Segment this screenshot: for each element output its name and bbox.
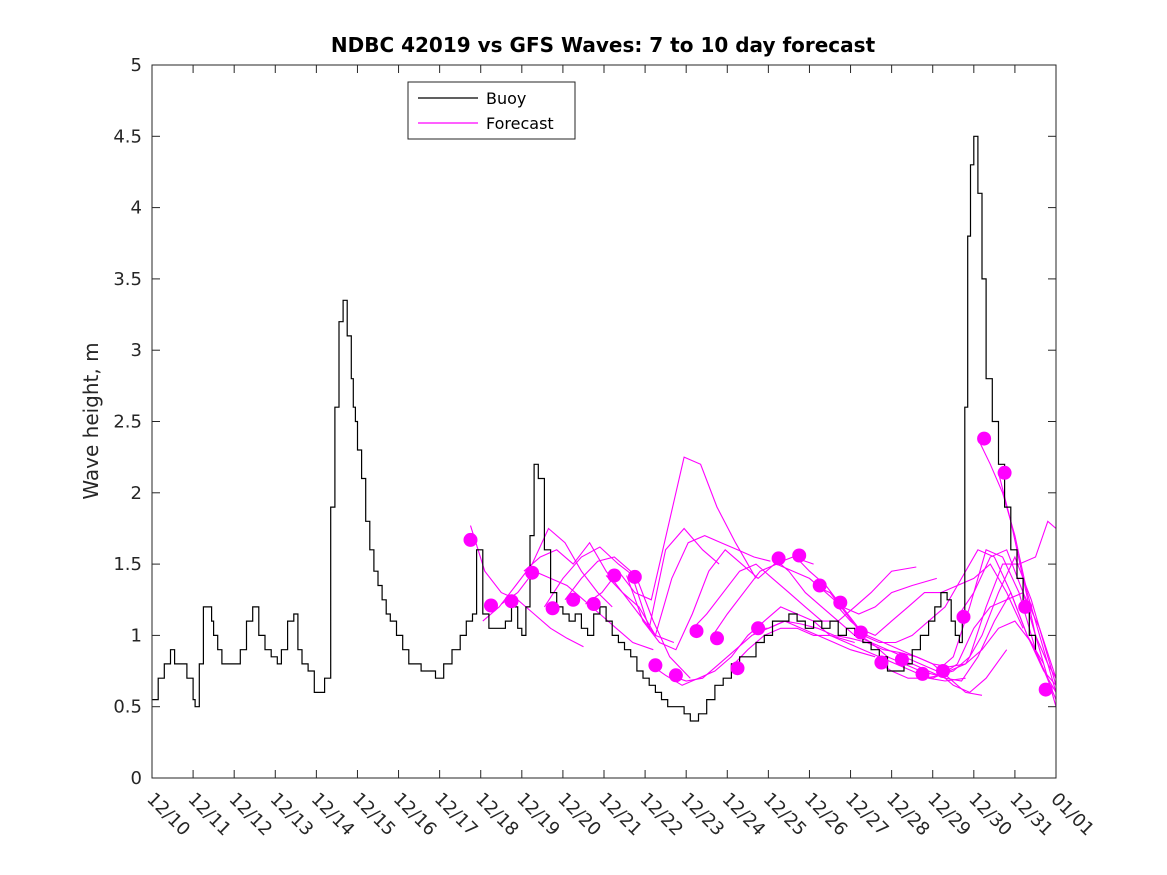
y-axis-label: Wave height, m: [79, 342, 103, 499]
forecast-marker-22: [894, 652, 909, 667]
y-tick-label: 1: [131, 625, 142, 646]
y-tick-label: 1.5: [113, 554, 142, 575]
forecast-marker-10: [648, 658, 663, 673]
forecast-marker-18: [812, 578, 827, 593]
forecast-marker-25: [956, 609, 971, 624]
legend-forecast-label: Forecast: [486, 114, 554, 133]
forecast-line-25: [956, 549, 1057, 707]
forecast-line-26: [977, 438, 1057, 693]
forecast-marker-19: [833, 595, 848, 610]
forecast-marker-7: [586, 597, 601, 611]
y-tick-label: 5: [131, 55, 142, 76]
legend: Buoy Forecast: [407, 81, 576, 140]
forecast-marker-20: [853, 625, 868, 640]
forecast-marker-4: [525, 565, 540, 580]
forecast-marker-14: [730, 661, 745, 676]
forecast-marker-28: [1018, 599, 1033, 614]
buoy-series-line: [152, 135, 1037, 722]
forecast-marker-17: [792, 548, 807, 563]
forecast-line-24: [936, 549, 1057, 700]
forecast-line-6: [564, 527, 720, 631]
legend-buoy-label: Buoy: [486, 89, 526, 108]
chart-title: NDBC 42019 vs GFS Waves: 7 to 10 day for…: [331, 33, 876, 57]
forecast-marker-27: [997, 465, 1012, 480]
plot-area: [151, 64, 1057, 779]
forecast-marker-24: [936, 664, 950, 678]
forecast-line-21: [874, 591, 1057, 679]
y-tick-label: 0: [131, 768, 142, 789]
y-tick-label: 0.5: [113, 697, 142, 718]
forecast-marker-29: [1038, 682, 1053, 697]
y-tick-label: 4: [131, 198, 142, 219]
forecast-marker-8: [607, 568, 622, 583]
forecast-marker-2: [484, 598, 498, 613]
y-tick-label: 3: [131, 340, 142, 361]
forecast-line-16: [772, 556, 1008, 694]
forecast-marker-23: [915, 666, 930, 681]
forecast-marker-16: [771, 551, 786, 566]
forecast-line-20: [854, 520, 1057, 676]
forecast-marker-5: [545, 601, 560, 616]
forecast-marker-21: [874, 655, 889, 670]
y-tick-label: 2.5: [113, 412, 142, 433]
forecast-lines: [469, 438, 1057, 707]
y-axis: 0 0.5 1 1.5 2 2.5 3 3.5 4 4.5 5: [113, 55, 1056, 789]
y-tick-label: 4.5: [113, 126, 142, 147]
forecast-line-3: [500, 570, 654, 651]
forecast-marker-9: [627, 569, 642, 584]
y-tick-label: 2: [131, 483, 142, 504]
forecast-marker-26: [977, 431, 992, 446]
legend-box: [407, 81, 576, 140]
forecast-line-8: [605, 535, 771, 637]
forecast-marker-11: [668, 668, 683, 683]
forecast-marker-3: [504, 594, 519, 609]
forecast-marker-12: [689, 624, 704, 639]
forecast-line-12: [689, 563, 917, 632]
forecast-line-19: [833, 602, 1057, 693]
forecast-markers: [463, 431, 1053, 697]
forecast-marker-6: [566, 592, 581, 607]
forecast-marker-13: [710, 631, 724, 646]
forecast-marker-1: [463, 532, 478, 547]
forecast-marker-15: [751, 621, 766, 636]
y-tick-label: 3.5: [113, 269, 142, 290]
